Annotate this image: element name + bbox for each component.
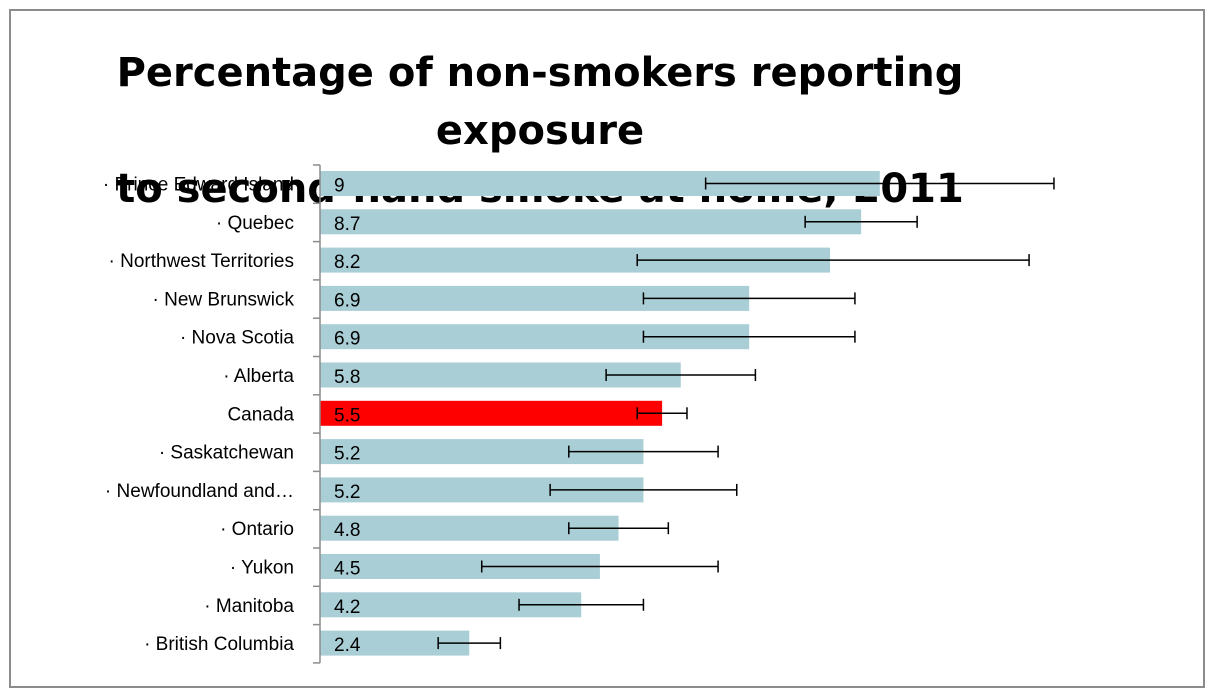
category-label: · New Brunswick bbox=[153, 289, 295, 310]
value-label: 4.2 bbox=[334, 597, 360, 618]
value-label: 5.8 bbox=[334, 367, 360, 388]
value-label: 4.8 bbox=[334, 520, 360, 541]
category-label: · Manitoba bbox=[204, 596, 294, 617]
value-label: 6.9 bbox=[334, 290, 360, 311]
category-label: · Alberta bbox=[223, 366, 294, 387]
bar bbox=[320, 209, 862, 235]
category-label: · Newfoundland and… bbox=[105, 481, 294, 502]
category-label: · Northwest Territories bbox=[109, 251, 294, 272]
value-label: 4.5 bbox=[334, 559, 360, 580]
chart-title-line-1: Percentage of non-smokers reporting expo… bbox=[116, 50, 964, 154]
category-label: · Nova Scotia bbox=[180, 328, 294, 349]
value-label: 5.5 bbox=[334, 405, 360, 426]
category-label: · Ontario bbox=[220, 519, 294, 540]
value-label: 8.7 bbox=[334, 214, 360, 235]
category-label: · Prince Edward Island bbox=[103, 175, 294, 196]
bar bbox=[320, 400, 663, 426]
value-label: 5.2 bbox=[334, 444, 360, 465]
category-label: · Saskatchewan bbox=[159, 443, 294, 464]
value-label: 2.4 bbox=[334, 635, 361, 656]
category-label: · Yukon bbox=[230, 558, 294, 579]
category-label: · British Columbia bbox=[144, 634, 294, 655]
value-label: 5.2 bbox=[334, 482, 360, 503]
category-label: Canada bbox=[227, 404, 294, 425]
value-label: 9 bbox=[334, 176, 345, 197]
value-label: 6.9 bbox=[334, 329, 360, 350]
category-label: · Quebec bbox=[216, 213, 294, 234]
value-label: 8.2 bbox=[334, 252, 360, 273]
